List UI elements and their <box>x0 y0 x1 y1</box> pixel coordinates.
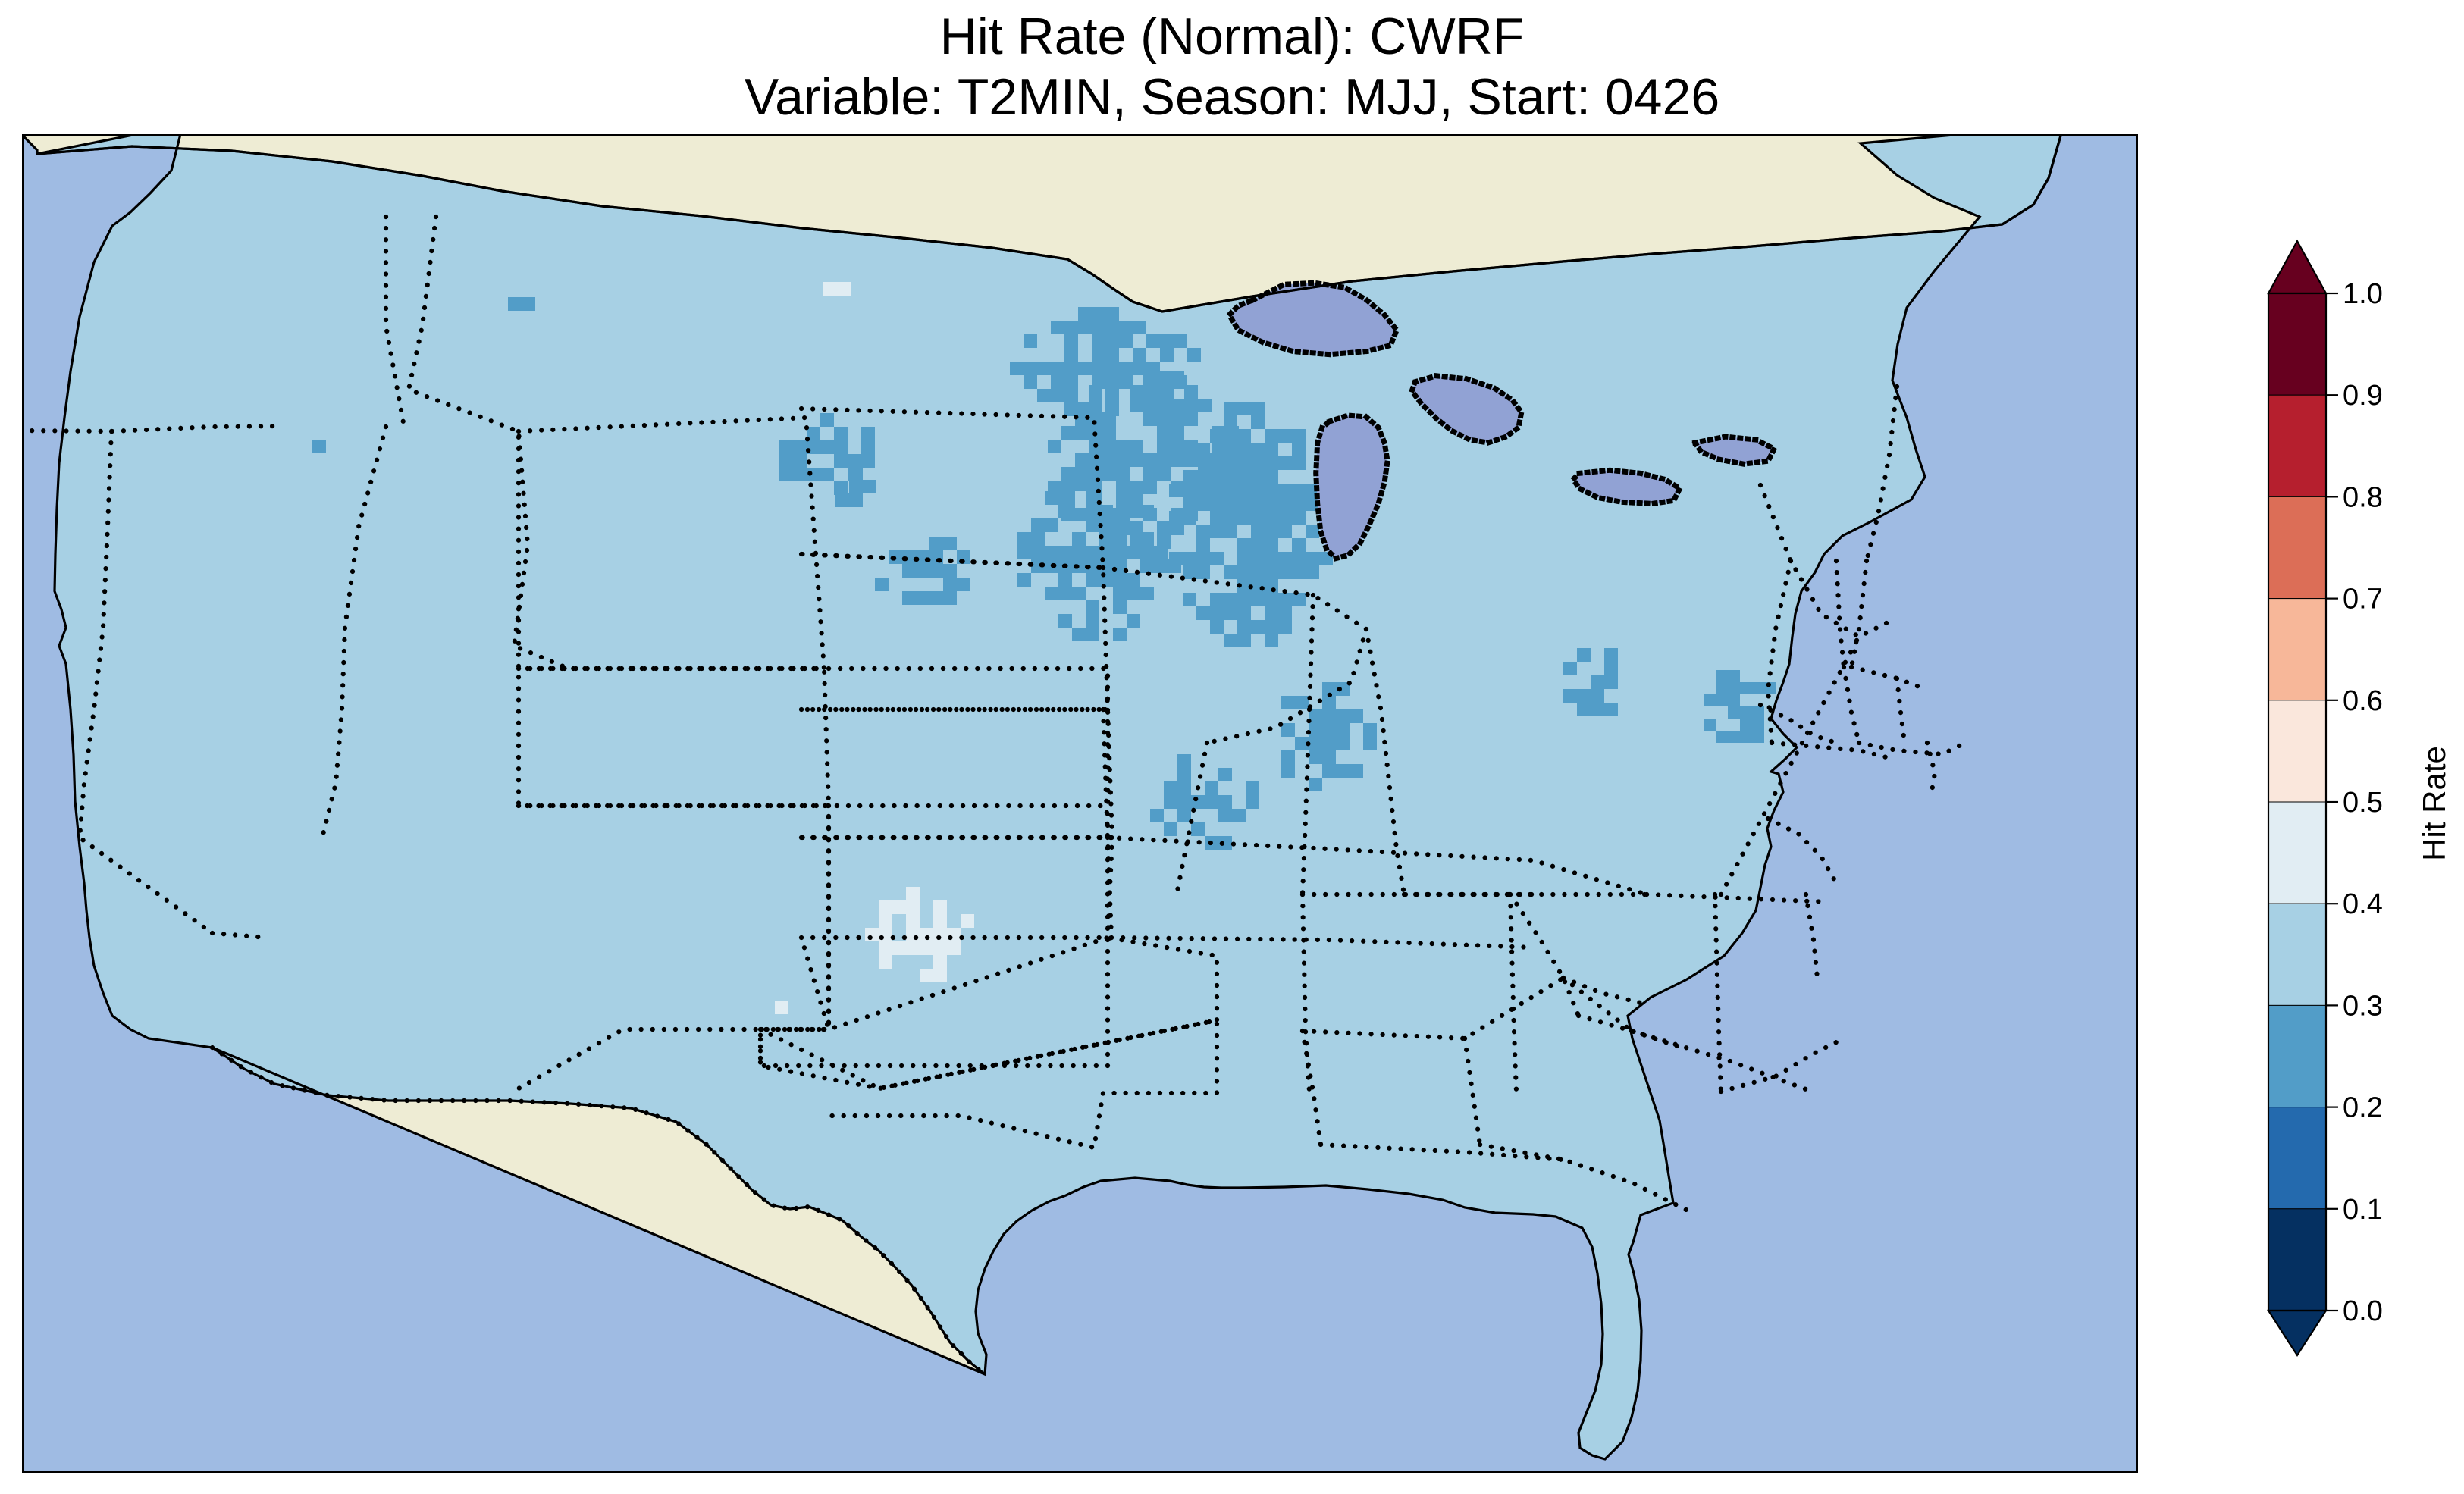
svg-text:0.4: 0.4 <box>2343 888 2383 920</box>
svg-text:0.0: 0.0 <box>2343 1295 2383 1327</box>
svg-text:0.9: 0.9 <box>2343 380 2383 412</box>
svg-text:0.2: 0.2 <box>2343 1092 2383 1124</box>
svg-text:1.0: 1.0 <box>2343 278 2383 310</box>
svg-text:0.1: 0.1 <box>2343 1194 2383 1226</box>
svg-text:0.7: 0.7 <box>2343 584 2383 615</box>
svg-text:0.3: 0.3 <box>2343 990 2383 1022</box>
svg-text:0.6: 0.6 <box>2343 685 2383 717</box>
svg-text:0.8: 0.8 <box>2343 481 2383 513</box>
svg-text:Hit Rate: Hit Rate <box>2416 746 2452 861</box>
svg-text:0.5: 0.5 <box>2343 787 2383 819</box>
